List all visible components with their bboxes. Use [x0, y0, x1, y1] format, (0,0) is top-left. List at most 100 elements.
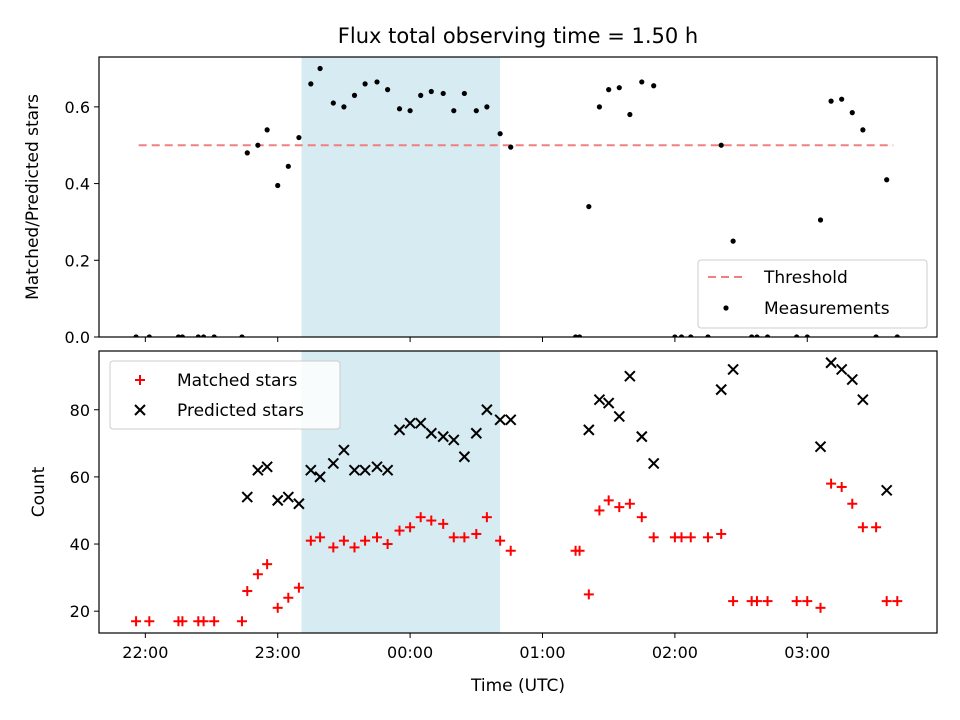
matched-stars-marker — [881, 596, 892, 607]
measurements-point — [484, 104, 490, 110]
matched-stars-marker — [648, 532, 659, 543]
predicted-stars-marker — [252, 464, 264, 476]
predicted-stars-marker-b — [647, 457, 660, 470]
measurements-point — [341, 104, 347, 110]
measurements-point — [330, 100, 336, 106]
measurements-point — [651, 83, 657, 89]
predicted-stars-marker — [481, 404, 493, 416]
matched-stars-marker — [459, 532, 470, 543]
matched-stars-marker — [594, 505, 605, 516]
predicted-stars-marker-b — [261, 461, 273, 473]
predicted-stars-marker-b — [381, 464, 394, 476]
matched-stars-marker — [405, 522, 416, 533]
matched-stars-marker — [762, 596, 773, 607]
measurements-point — [275, 182, 281, 189]
matched-stars-marker — [394, 525, 405, 536]
matched-stars-marker — [636, 512, 647, 523]
predicted-stars-marker — [583, 424, 595, 436]
predicted-stars-marker-b — [314, 471, 326, 483]
matched-stars-marker — [481, 512, 492, 523]
predicted-stars-marker — [338, 444, 350, 456]
predicted-stars-marker — [846, 373, 858, 386]
matched-stars-marker — [802, 596, 813, 607]
ratio-axes-frame — [98, 56, 938, 338]
count-y-tick-label: 40 — [70, 535, 90, 554]
predicted-stars-marker-b — [437, 430, 449, 443]
predicted-stars-marker — [414, 417, 427, 429]
measurements-point — [362, 81, 368, 87]
measurements-point — [396, 106, 403, 112]
measurements-point — [639, 79, 645, 85]
measurements-point — [497, 131, 503, 137]
measurements-point — [285, 163, 291, 169]
predicted-stars-marker — [458, 451, 471, 463]
measurements-point — [179, 334, 186, 337]
matched-stars-marker — [892, 596, 903, 607]
matched-stars-marker — [495, 535, 506, 546]
measurements-point — [473, 108, 479, 114]
predicted-stars-marker-b — [272, 494, 284, 507]
matched-stars-marker — [305, 535, 316, 546]
predicted-stars-marker-b — [494, 414, 506, 426]
measurements-point — [308, 81, 314, 87]
predicted-stars-marker — [282, 491, 295, 503]
matched-stars-marker — [144, 616, 155, 627]
predicted-stars-marker — [727, 363, 739, 376]
legend-threshold-label: Threshold — [763, 268, 848, 288]
predicted-stars-marker-b — [846, 373, 858, 386]
matched-stars-marker — [438, 518, 449, 529]
matched-stars-marker — [815, 602, 826, 613]
measurements-point — [133, 334, 139, 337]
predicted-stars-marker-b — [880, 484, 893, 497]
count-y-tick-label: 80 — [70, 401, 90, 420]
predicted-stars-marker — [835, 363, 848, 376]
matched-stars-marker — [209, 616, 220, 627]
predicted-stars-marker-b — [814, 440, 827, 453]
measurements-point — [849, 110, 855, 116]
count-y-axis-label: Count — [29, 466, 49, 517]
count-legend-box — [109, 360, 341, 430]
matched-stars-marker — [728, 596, 739, 607]
predicted-stars-marker — [494, 414, 506, 426]
matched-stars-marker — [198, 616, 209, 627]
matched-stars-marker — [426, 515, 437, 526]
predicted-stars-marker-b — [414, 417, 427, 429]
matched-stars-marker — [871, 522, 882, 533]
measurements-point — [317, 65, 323, 72]
measurements-point — [764, 334, 771, 337]
measurements-point — [576, 334, 583, 337]
predicted-stars-marker — [880, 484, 893, 497]
predicted-stars-marker-b — [593, 393, 606, 406]
count-data-layer — [131, 357, 903, 627]
x-tick-label: 23:00 — [255, 643, 301, 662]
measurements-point — [627, 111, 633, 118]
legend-predicted-label: Predicted stars — [177, 401, 304, 421]
predicted-stars-marker-b — [241, 491, 253, 503]
measurements-point — [884, 177, 890, 183]
x-tick-label: 02:00 — [652, 643, 698, 662]
predicted-stars-marker-b — [393, 424, 406, 436]
predicted-stars-marker — [293, 498, 305, 510]
predicted-stars-marker-b — [602, 397, 615, 409]
measurements-point — [572, 334, 579, 337]
matched-stars-marker — [716, 528, 727, 539]
measurements-point — [264, 127, 270, 133]
ratio-panel: Matched/Predicted stars 0.0 0.2 0.4 0.6 Thre… — [23, 56, 938, 347]
count-y-tick-label: 20 — [70, 602, 90, 621]
predicted-stars-marker-b — [252, 464, 264, 476]
x-tick-label: 03:00 — [784, 643, 830, 662]
matched-stars-marker — [505, 545, 516, 556]
matched-stars-marker — [372, 532, 383, 543]
measurements-point — [794, 334, 800, 337]
matched-stars-marker — [315, 532, 326, 543]
measurements-point — [616, 85, 622, 91]
measurements-point — [754, 334, 760, 337]
predicted-stars-marker-b — [327, 457, 340, 470]
measurements-point — [440, 90, 446, 97]
matched-stars-marker — [131, 616, 142, 627]
predicted-stars-marker-b — [305, 464, 317, 476]
legend-matched-label: Matched stars — [177, 371, 297, 391]
ratio-y-axis-label: Matched/Predicted stars — [23, 94, 43, 300]
measurements-point — [730, 238, 736, 244]
matched-stars-marker — [360, 535, 371, 546]
